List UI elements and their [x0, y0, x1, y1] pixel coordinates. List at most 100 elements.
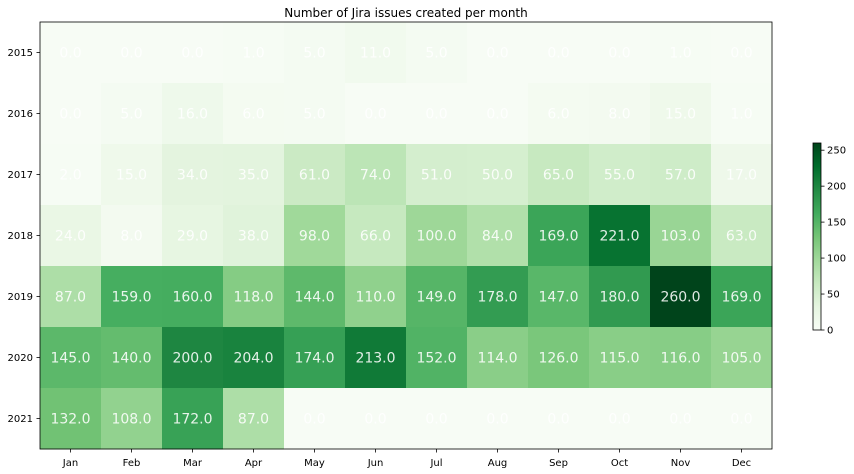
cell-value-label: 132.0: [50, 412, 90, 428]
heatmap-cell: [589, 83, 651, 145]
y-tick-label: 2017: [8, 170, 33, 181]
y-tick-label: 2021: [8, 414, 33, 425]
heatmap-cell: [223, 83, 285, 145]
heatmap-cell: [345, 22, 407, 84]
heatmap-cell: [345, 205, 407, 267]
cell-value-label: 105.0: [721, 351, 761, 367]
colorbar-tick-label: 100: [827, 254, 846, 265]
chart-title: Number of Jira issues created per month: [284, 6, 528, 20]
cell-value-label: 6.0: [547, 107, 569, 123]
cell-value-label: 61.0: [299, 168, 330, 184]
heatmap-cell: [345, 144, 407, 206]
cell-value-label: 0.0: [547, 412, 569, 428]
heatmap-cell: [162, 266, 224, 328]
heatmap-cell: [101, 266, 163, 328]
cell-value-label: 11.0: [360, 46, 391, 62]
heatmap-cell: [162, 22, 224, 84]
heatmap-cell: [101, 144, 163, 206]
cell-value-label: 5.0: [120, 107, 142, 123]
cell-value-label: 178.0: [477, 290, 517, 306]
heatmap-cell: [162, 205, 224, 267]
heatmap-cell: [284, 327, 346, 389]
cell-value-label: 5.0: [425, 46, 447, 62]
heatmap-cell: [101, 388, 163, 450]
heatmap-cell: [406, 205, 468, 267]
cell-value-label: 2.0: [59, 168, 81, 184]
x-tick-label: Aug: [488, 458, 508, 469]
heatmap-cell: [223, 144, 285, 206]
heatmap-cell: [223, 266, 285, 328]
cell-value-label: 126.0: [538, 351, 578, 367]
cell-value-label: 0.0: [364, 412, 386, 428]
cell-value-label: 34.0: [177, 168, 208, 184]
heatmap-cell: [223, 388, 285, 450]
colorbar-ticks: 0 50 100 150 200 250: [821, 146, 846, 337]
colorbar-tick-label: 250: [827, 146, 846, 157]
heatmap-cell: [40, 388, 102, 450]
cell-value-label: 200.0: [172, 351, 212, 367]
cell-value-label: 140.0: [111, 351, 151, 367]
heatmap-cell: [711, 266, 773, 328]
cell-value-label: 0.0: [303, 412, 325, 428]
heatmap-cell: [467, 266, 529, 328]
x-tick-label: Mar: [183, 458, 203, 469]
cell-value-label: 0.0: [608, 46, 630, 62]
colorbar-tick-label: 200: [827, 182, 846, 193]
cell-value-label: 87.0: [55, 290, 86, 306]
heatmap-cell: [345, 266, 407, 328]
heatmap-cell: [528, 83, 590, 145]
cell-value-label: 204.0: [233, 351, 273, 367]
heatmap-cell: [40, 205, 102, 267]
heatmap-cell: [162, 83, 224, 145]
cell-value-label: 169.0: [721, 290, 761, 306]
heatmap-cell: [406, 22, 468, 84]
heatmap-cell: [711, 388, 773, 450]
heatmap-cell: [345, 388, 407, 450]
colorbar-tick-label: 50: [827, 290, 840, 301]
colorbar: 0 50 100 150 200 250: [812, 142, 846, 337]
cell-value-label: 108.0: [111, 412, 151, 428]
heatmap-cell: [284, 205, 346, 267]
heatmap-cell: [406, 144, 468, 206]
x-tick-label: Jul: [429, 458, 442, 469]
heatmap-cell: [589, 266, 651, 328]
cell-value-label: 5.0: [303, 46, 325, 62]
heatmap-cell: [223, 327, 285, 389]
cell-value-label: 98.0: [299, 229, 330, 245]
cell-value-label: 57.0: [665, 168, 696, 184]
cell-value-label: 221.0: [599, 229, 639, 245]
heatmap-cell: [650, 83, 712, 145]
heatmap-cell: [40, 22, 102, 84]
heatmap-cell: [345, 327, 407, 389]
cell-value-label: 145.0: [50, 351, 90, 367]
cell-value-label: 169.0: [538, 229, 578, 245]
cell-value-label: 149.0: [416, 290, 456, 306]
heatmap-cell: [589, 205, 651, 267]
cell-value-label: 159.0: [111, 290, 151, 306]
cell-value-label: 114.0: [477, 351, 517, 367]
x-tick-label: Oct: [611, 458, 628, 469]
x-tick-label: Dec: [732, 458, 751, 469]
heatmap-cell: [467, 327, 529, 389]
cell-value-label: 8.0: [120, 229, 142, 245]
cell-value-label: 0.0: [608, 412, 630, 428]
heatmap-cell: [101, 327, 163, 389]
y-tick-label: 2020: [8, 353, 33, 364]
cell-value-label: 172.0: [172, 412, 212, 428]
cell-value-label: 24.0: [55, 229, 86, 245]
heatmap-cell: [589, 388, 651, 450]
heatmap-cell: [467, 205, 529, 267]
heatmap-cell: [528, 22, 590, 84]
cell-value-label: 100.0: [416, 229, 456, 245]
cell-value-label: 0.0: [59, 107, 81, 123]
heatmap-cell: [284, 388, 346, 450]
heatmap-cell: [589, 144, 651, 206]
cell-value-label: 0.0: [364, 107, 386, 123]
y-tick-label: 2018: [8, 231, 33, 242]
cell-value-label: 118.0: [233, 290, 273, 306]
heatmap-cell: [40, 266, 102, 328]
cell-value-label: 0.0: [425, 107, 447, 123]
heatmap-cell: [528, 327, 590, 389]
x-tick-label: Jun: [367, 458, 384, 469]
heatmap-cell: [467, 388, 529, 450]
